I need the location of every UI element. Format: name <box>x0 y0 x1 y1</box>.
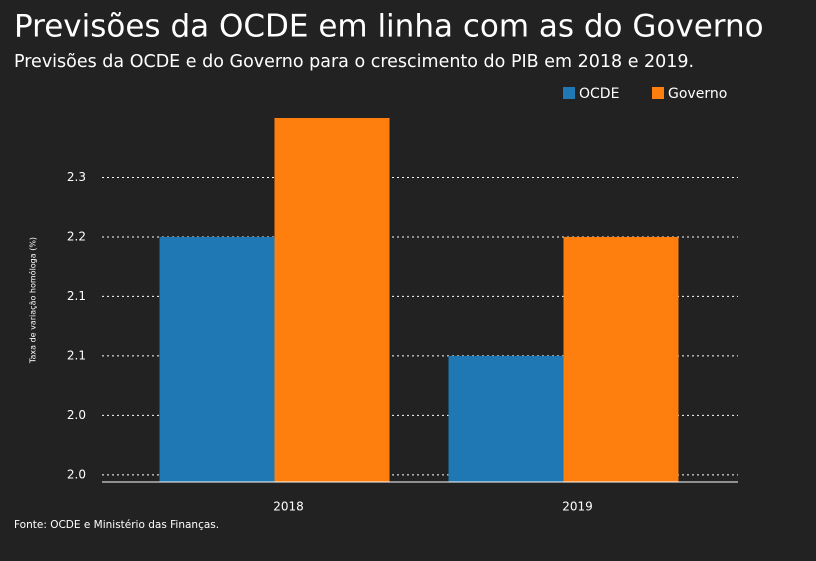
y-tick-label: 2.2 <box>67 229 86 243</box>
x-tick-label: 2018 <box>273 500 304 514</box>
y-axis-label: Taxa de variação homóloga (%) <box>28 237 38 364</box>
y-tick-label: 2.1 <box>67 289 86 303</box>
source: Fonte: OCDE e Ministério das Finanças. <box>14 519 219 531</box>
y-tick-label: 2.3 <box>67 170 86 184</box>
y-tick-label: 2.0 <box>67 467 86 481</box>
legend-swatch <box>652 87 664 99</box>
legend-label: OCDE <box>579 86 619 102</box>
bar <box>448 355 564 482</box>
bar <box>274 118 390 482</box>
chart-title: Previsões da OCDE em linha com as do Gov… <box>14 9 764 45</box>
y-tick-label: 2.0 <box>67 408 86 422</box>
legend-label: Governo <box>668 86 727 102</box>
y-tick-label: 2.1 <box>67 348 86 362</box>
x-tick-label: 2019 <box>562 500 593 514</box>
legend-swatch <box>563 87 575 99</box>
bar <box>563 236 679 482</box>
chart-subtitle: Previsões da OCDE e do Governo para o cr… <box>14 52 694 72</box>
bar <box>159 236 275 482</box>
